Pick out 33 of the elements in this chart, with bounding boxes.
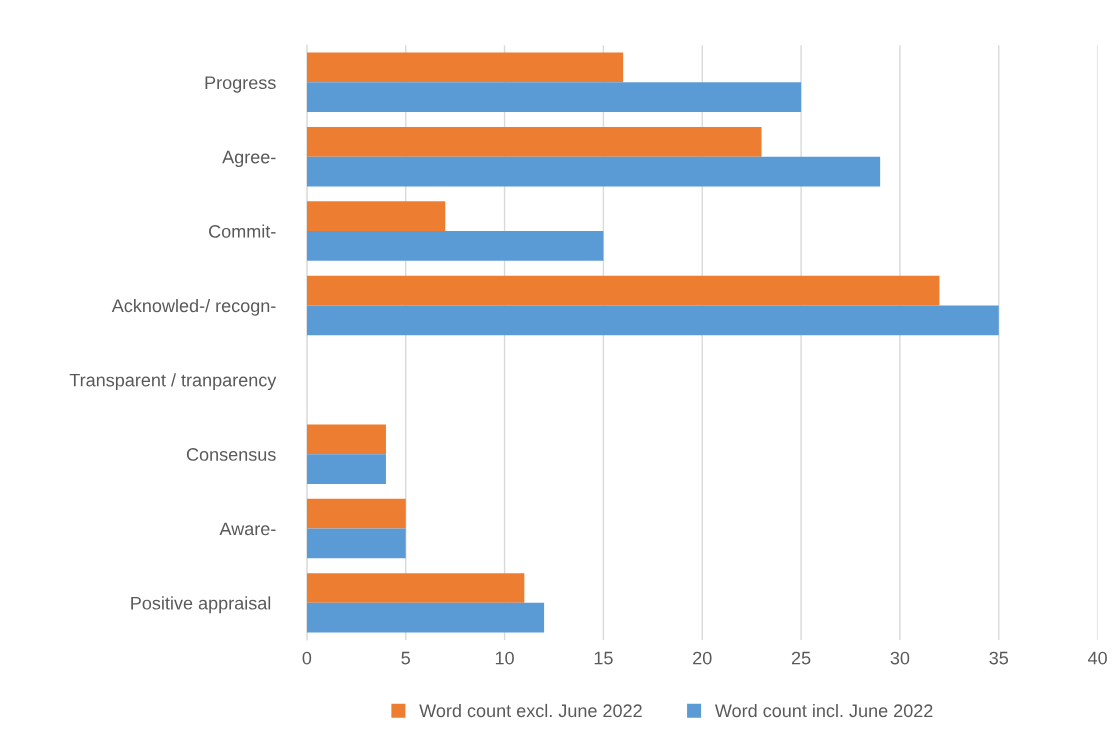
bar [306,424,386,455]
legend-label: Word count incl. June 2022 [714,703,933,718]
x-tick-label: 20 [693,651,712,665]
x-tick-label: 0 [302,651,312,665]
bar [306,275,940,306]
bar [306,528,406,559]
bar [306,573,525,603]
x-tick-label: 35 [989,651,1009,665]
bar [306,454,386,484]
bar [306,305,999,336]
y-tick-label: Aware- [219,522,276,536]
bar [306,201,446,232]
bar [306,82,802,113]
bar [306,52,624,83]
bar [306,156,881,187]
y-tick-label: Positive appraisal [131,596,271,614]
bar [306,231,604,261]
y-tick-label: Agree- [222,150,276,168]
y-tick-label: Consensus [186,448,276,461]
x-tick-label: 40 [1087,651,1107,665]
y-tick-label: Acknowled-/ recogn- [111,298,276,316]
x-tick-label: 15 [594,651,613,665]
y-tick-label: Transparent / tranparency [69,373,277,391]
x-tick-label: 25 [791,651,811,665]
y-tick-label: Commit- [209,224,276,238]
bar [306,602,545,633]
legend-label: Word count excl. June 2022 [419,703,642,718]
x-tick-label: 5 [401,651,410,665]
x-tick-label: 30 [890,651,910,665]
bar [306,498,406,529]
y-tick-label: Progress [205,76,276,93]
bar [306,126,762,157]
x-tick-label: 10 [495,651,514,665]
